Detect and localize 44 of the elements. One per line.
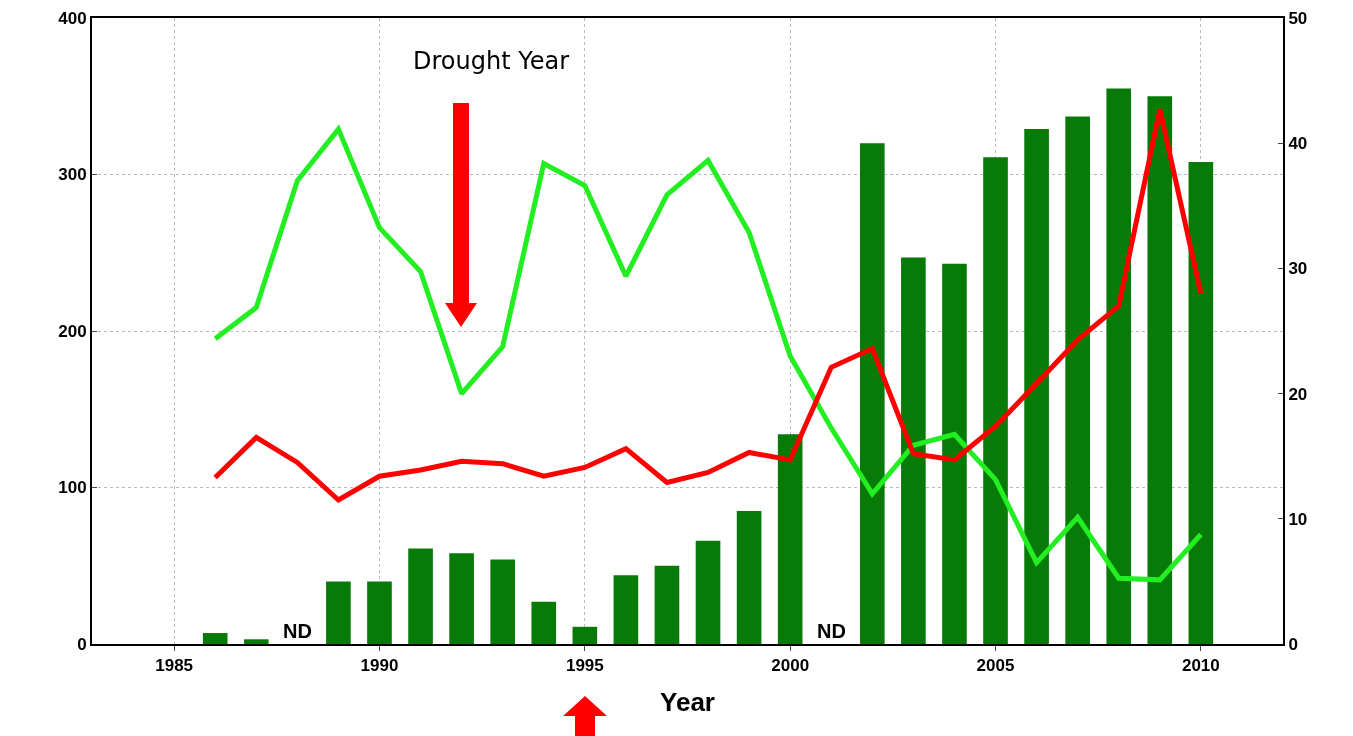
y-tick-label: 200 bbox=[58, 321, 87, 341]
x-tick-label: 1990 bbox=[360, 656, 399, 676]
bar bbox=[613, 575, 639, 644]
bar bbox=[1024, 129, 1049, 644]
y2-tick-label: 20 bbox=[1288, 384, 1308, 404]
bar bbox=[736, 510, 762, 644]
x-tick-label: 2010 bbox=[1181, 656, 1220, 676]
bar bbox=[408, 548, 433, 644]
bar bbox=[202, 633, 228, 644]
bar bbox=[695, 540, 721, 644]
bar bbox=[777, 434, 803, 644]
bar bbox=[901, 257, 926, 644]
y-tick-label: 0 bbox=[77, 634, 87, 654]
annotation: Drought Year bbox=[413, 47, 570, 75]
y-tick-label: 300 bbox=[58, 165, 87, 185]
x-tick-label: 1985 bbox=[155, 656, 194, 676]
x-tick-label: 1995 bbox=[565, 656, 604, 676]
bar bbox=[942, 263, 967, 644]
bar bbox=[859, 143, 885, 644]
bar bbox=[654, 565, 680, 644]
y2-tick-label: 10 bbox=[1288, 509, 1308, 529]
bar bbox=[572, 626, 598, 644]
bar bbox=[243, 639, 269, 644]
y2-tick-label: 0 bbox=[1288, 634, 1298, 654]
bar bbox=[1106, 88, 1132, 644]
y2-tick-label: 30 bbox=[1288, 259, 1308, 279]
bar bbox=[531, 601, 557, 644]
x-tick-label: 2000 bbox=[771, 656, 810, 676]
bar bbox=[1065, 116, 1090, 644]
bar bbox=[449, 553, 474, 644]
bar bbox=[1147, 96, 1173, 644]
y-tick-label: 400 bbox=[58, 8, 87, 28]
y-tick-label: 100 bbox=[58, 478, 87, 498]
annotation: ND bbox=[817, 620, 846, 642]
bar bbox=[326, 581, 351, 644]
annotation: ND bbox=[283, 620, 312, 642]
bar bbox=[367, 581, 392, 644]
bar bbox=[983, 157, 1008, 644]
bar bbox=[490, 559, 516, 644]
bar bbox=[1188, 161, 1214, 644]
x-tick-label: 2005 bbox=[976, 656, 1015, 676]
x-axis-title: Year bbox=[660, 686, 715, 717]
y2-tick-label: 50 bbox=[1288, 8, 1308, 28]
y2-tick-label: 40 bbox=[1288, 134, 1308, 154]
